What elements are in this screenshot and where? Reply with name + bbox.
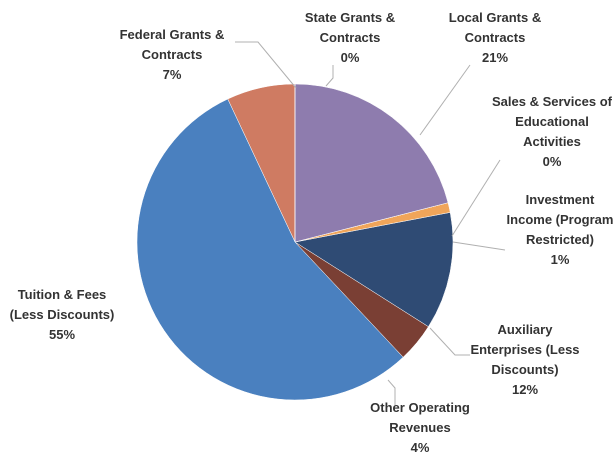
value-label: 0%: [542, 154, 562, 169]
slice-label: Local Grants & Contracts 21%: [435, 8, 555, 68]
category-name: Other Operating Revenues: [370, 400, 470, 435]
category-name: Local Grants & Contracts: [448, 10, 542, 45]
category-name: Federal Grants & Contracts: [119, 27, 225, 62]
value-label: 0%: [340, 50, 360, 65]
slice-label: Sales & Services of Educational Activiti…: [487, 92, 616, 172]
leader-lines: [235, 41, 506, 405]
leader-line: [452, 241, 506, 251]
slice-label: State Grants & Contracts 0%: [290, 8, 410, 68]
leader-line: [235, 41, 297, 89]
value-label: 7%: [162, 67, 182, 82]
category-name: State Grants & Contracts: [304, 10, 396, 45]
value-label: 21%: [481, 50, 509, 65]
category-name: Auxiliary Enterprises (Less Discounts): [470, 322, 580, 377]
category-name: Sales & Services of Educational Activiti…: [492, 94, 612, 149]
category-name: Tuition & Fees (Less Discounts): [9, 287, 115, 322]
category-name: Investment Income (Program Restricted): [506, 192, 614, 247]
slice-label: Investment Income (Program Restricted) 1%: [505, 190, 615, 270]
leader-line: [451, 159, 501, 237]
value-label: 55%: [48, 327, 76, 342]
value-label: 12%: [511, 382, 539, 397]
leader-line: [419, 64, 471, 136]
pie-slice: [294, 83, 449, 243]
pie-slice: [136, 98, 404, 401]
value-label: 4%: [410, 440, 430, 455]
pie-slice: [294, 212, 454, 328]
slice-label: Tuition & Fees (Less Discounts) 55%: [2, 285, 122, 345]
slice-label: Federal Grants & Contracts 7%: [107, 25, 237, 85]
leader-line: [387, 379, 396, 405]
leader-line: [429, 327, 470, 356]
value-label: 1%: [550, 252, 570, 267]
leader-line: [325, 65, 334, 87]
slice-label: Auxiliary Enterprises (Less Discounts) 12…: [460, 320, 590, 400]
slice-label: Other Operating Revenues 4%: [355, 398, 485, 458]
